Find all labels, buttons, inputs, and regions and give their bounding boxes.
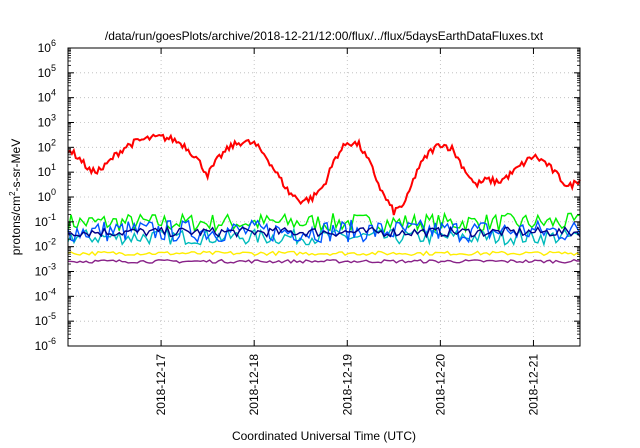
y-tick-label: 100 (38, 187, 56, 204)
series-2-line (67, 226, 581, 248)
y-axis-label-sup: 2 (8, 191, 17, 196)
y-tick-label: 10-5 (35, 311, 56, 328)
x-axis-label: Coordinated Universal Time (UTC) (232, 429, 416, 443)
series-0-line (67, 133, 581, 216)
y-tick-label: 10-3 (35, 262, 56, 279)
series-4-line (67, 225, 581, 239)
x-tick-label: 2018-12-18 (247, 354, 261, 416)
y-axis-label-rest: -s-sr-MeV (9, 139, 23, 192)
y-tick-label: 104 (38, 88, 56, 105)
y-tick-label: 10-4 (35, 286, 56, 303)
grid-lines (68, 48, 580, 346)
y-tick-label: 101 (38, 162, 56, 179)
y-tick-label: 106 (38, 38, 56, 55)
y-tick-label: 102 (38, 137, 56, 154)
y-tick-label: 103 (38, 113, 56, 130)
x-tick-label: 2018-12-21 (526, 354, 540, 416)
x-tick-label: 2018-12-20 (433, 354, 447, 416)
chart-title: /data/run/goesPlots/archive/2018-12-21/1… (105, 29, 544, 43)
y-tick-label: 105 (38, 63, 56, 80)
y-tick-label: 10-2 (35, 237, 56, 254)
series-layer (67, 133, 581, 264)
y-axis-label: protons/cm2-s-sr-MeV (8, 139, 23, 255)
x-tick-label: 2018-12-17 (154, 354, 168, 416)
axis-ticks: 10-6 10-5 10-4 10-3 10-2 10-1 100 101 102 103 104 1… (35, 38, 580, 415)
series-3-line (67, 219, 581, 244)
y-tick-label: 10-1 (35, 212, 56, 229)
x-tick-label: 2018-12-19 (340, 354, 354, 416)
y-tick-label: 10-6 (35, 336, 56, 353)
series-6-line (67, 258, 581, 264)
y-axis-label-base: protons/cm (9, 196, 23, 255)
series-5-line (67, 250, 581, 257)
